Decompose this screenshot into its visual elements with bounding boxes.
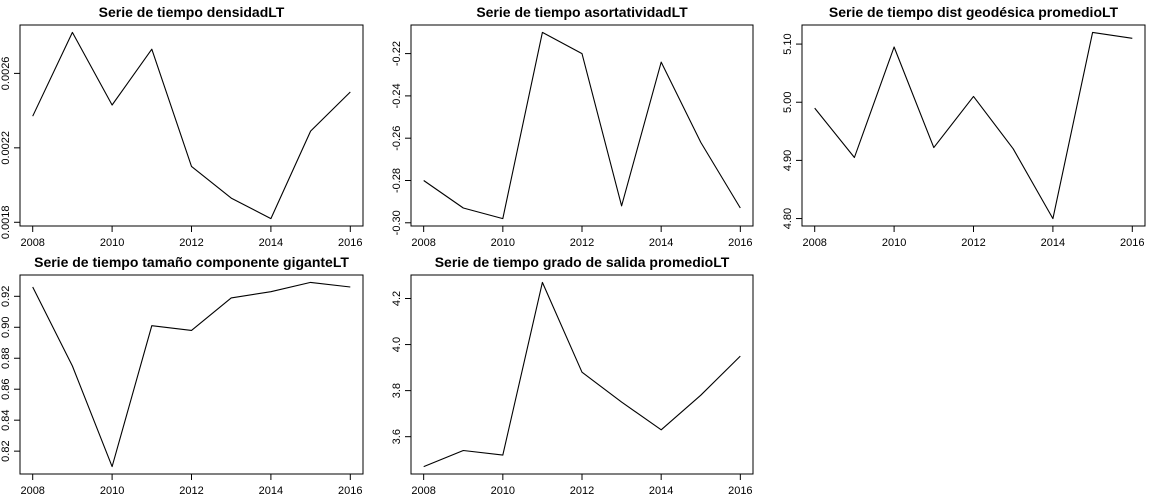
plot-frame [410, 274, 754, 475]
y-tick-label: -0.30 [391, 210, 403, 235]
x-tick-label: 2008 [802, 237, 826, 249]
y-tick-label: 3.6 [391, 429, 403, 444]
y-tick-label: 0.82 [0, 440, 12, 461]
x-tick-label: 2016 [1120, 237, 1144, 249]
chart-title: Serie de tiempo dist geodésica promedioL… [829, 4, 1119, 20]
x-tick-label: 2008 [411, 485, 435, 497]
x-tick-label: 2016 [728, 237, 752, 249]
chart-panel-3: Serie de tiempo dist geodésica promedioL… [782, 4, 1146, 249]
y-tick-label: 0.84 [0, 409, 12, 430]
x-tick-label: 2010 [100, 485, 124, 497]
chart-panel-2: Serie de tiempo asortatividadLT 2008 2010 2… [391, 4, 754, 249]
chart-title: Serie de tiempo tamaño componente gigant… [34, 254, 349, 270]
x-tick-label: 2010 [491, 485, 515, 497]
x-tick-label: 2016 [728, 485, 752, 497]
series-line [32, 281, 351, 468]
x-tick-label: 2012 [570, 485, 594, 497]
y-tick-label: -0.22 [391, 41, 403, 66]
x-tick-label: 2014 [649, 237, 673, 249]
chart-title: Serie de tiempo densidadLT [99, 4, 285, 20]
x-tick-label: 2014 [259, 485, 283, 497]
x-tick-label: 2012 [570, 237, 594, 249]
y-tick-label: 5.10 [782, 33, 794, 54]
x-tick-label: 2012 [961, 237, 985, 249]
x-tick-label: 2014 [1041, 237, 1065, 249]
y-tick-label: 5.00 [782, 92, 794, 113]
chart-panel-1: Serie de tiempo densidadLT 2008 2010 2012 20… [0, 4, 364, 249]
x-tick-label: 2010 [882, 237, 906, 249]
y-tick-label: -0.26 [391, 126, 403, 151]
y-tick-label: 0.90 [0, 317, 12, 338]
x-tick-label: 2014 [259, 237, 283, 249]
y-tick-label: 0.92 [0, 286, 12, 307]
x-tick-label: 2012 [179, 485, 203, 497]
y-tick-label: 3.8 [391, 383, 403, 398]
y-tick-label: 0.0022 [0, 131, 12, 165]
x-tick-label: 2008 [20, 485, 44, 497]
x-tick-label: 2014 [649, 485, 673, 497]
y-tick-label: 0.0018 [0, 205, 12, 239]
y-tick-label: 4.90 [782, 150, 794, 171]
y-tick-label: 0.86 [0, 378, 12, 399]
y-tick-label: -0.24 [391, 83, 403, 108]
x-tick-label: 2016 [338, 485, 362, 497]
series-line [814, 31, 1133, 220]
plot-frame [19, 274, 364, 475]
chart-panel-5: Serie de tiempo grado de salida promedio… [391, 254, 754, 497]
y-tick-label: 4.80 [782, 208, 794, 229]
y-tick-label: 4.0 [391, 337, 403, 352]
x-tick-label: 2008 [411, 237, 435, 249]
series-line [423, 281, 741, 468]
chart-title: Serie de tiempo asortatividadLT [476, 4, 688, 20]
series-line [32, 31, 351, 220]
chart-panel-4: Serie de tiempo tamaño componente gigant… [0, 254, 364, 497]
y-tick-label: 0.88 [0, 348, 12, 369]
y-tick-label: 0.0026 [0, 57, 12, 91]
chart-title: Serie de tiempo grado de salida promedio… [435, 254, 730, 270]
x-tick-label: 2008 [20, 237, 44, 249]
plot-frame [801, 24, 1146, 227]
plot-frame [19, 24, 364, 227]
x-tick-label: 2010 [491, 237, 515, 249]
y-tick-label: 4.2 [391, 291, 403, 306]
y-tick-label: -0.28 [391, 168, 403, 193]
series-line [423, 31, 741, 220]
x-tick-label: 2012 [179, 237, 203, 249]
x-tick-label: 2010 [100, 237, 124, 249]
x-tick-label: 2016 [338, 237, 362, 249]
